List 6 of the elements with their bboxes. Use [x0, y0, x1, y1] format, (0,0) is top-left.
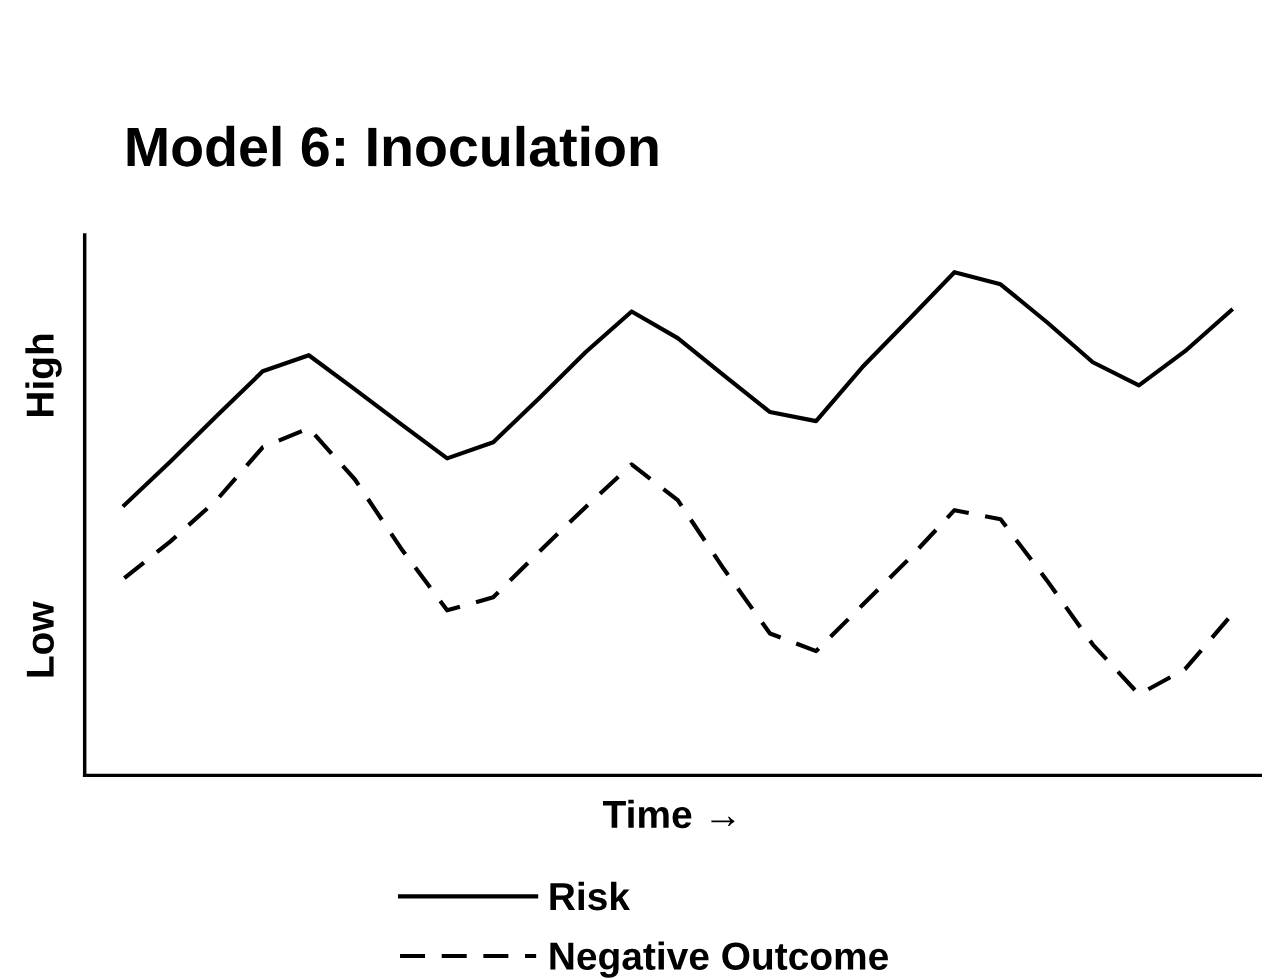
- legend-label: Risk: [550, 881, 630, 911]
- legend-label: Negative Outcome: [550, 941, 888, 978]
- chart-title: Model 6: Inoculation: [127, 125, 658, 167]
- text: Low: [26, 601, 54, 677]
- text: High: [25, 334, 62, 417]
- x-axis-title: Time →: [603, 799, 735, 829]
